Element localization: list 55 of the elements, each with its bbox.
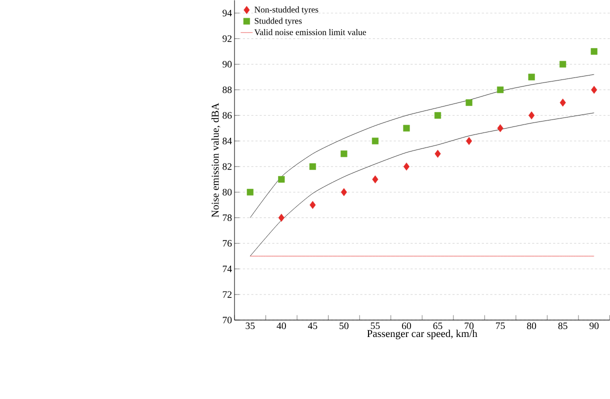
point <box>372 138 379 144</box>
point <box>466 99 472 106</box>
point <box>278 214 284 222</box>
line-series <box>250 112 594 256</box>
line-series <box>250 74 594 218</box>
y-tick-label: 88 <box>222 86 232 93</box>
x-tick-label: 45 <box>308 322 318 329</box>
point <box>309 163 316 170</box>
y-tick-label: 74 <box>222 266 232 272</box>
y-axis-title: Noise emission value, dBA <box>211 102 220 218</box>
point <box>340 188 347 196</box>
x-tick-label: 50 <box>340 322 348 329</box>
point <box>590 48 598 55</box>
y-tick-label: 90 <box>222 60 232 68</box>
point <box>496 86 504 93</box>
point <box>560 60 566 68</box>
x-axis-title: Passenger car speed, km/h <box>367 330 478 340</box>
x-tick-label: 90 <box>590 322 599 329</box>
x-tick-label: 40 <box>276 322 286 329</box>
y-tick-label: 80 <box>222 188 232 196</box>
y-tick-label: 94 <box>222 10 232 16</box>
point <box>372 175 378 184</box>
y-tick-label: 84 <box>222 137 232 144</box>
point <box>591 86 598 94</box>
point <box>560 98 566 106</box>
point <box>403 124 410 132</box>
y-tick-label: 70 <box>222 316 232 324</box>
y-tick-label: 76 <box>222 240 232 246</box>
x-tick-label: 60 <box>402 322 411 329</box>
x-tick-label: 80 <box>527 322 536 329</box>
point <box>528 111 535 120</box>
x-tick-label: 85 <box>558 322 568 329</box>
point <box>278 176 285 182</box>
point <box>403 162 410 170</box>
point <box>246 188 254 196</box>
y-tick-label: 72 <box>222 291 232 298</box>
x-tick-label: 65 <box>433 322 442 329</box>
point <box>497 124 504 132</box>
y-tick-label: 86 <box>222 112 232 119</box>
point <box>434 150 441 158</box>
x-tick-label: 55 <box>370 322 380 329</box>
x-tick-label: 75 <box>496 322 505 329</box>
x-tick-label: 35 <box>246 322 255 329</box>
legend-label: Studded tyres <box>254 18 302 26</box>
legend-label: Valid noise emission limit value <box>254 28 366 36</box>
point <box>310 200 316 209</box>
point <box>528 74 535 80</box>
point <box>434 112 442 119</box>
point <box>340 150 348 157</box>
x-tick-label: 70 <box>464 322 474 329</box>
legend-label: Non-studded tyres <box>254 6 318 14</box>
y-tick-label: 82 <box>222 163 232 170</box>
y-tick-label: 92 <box>222 35 232 42</box>
y-tick-label: 78 <box>222 214 232 221</box>
point <box>466 136 472 145</box>
